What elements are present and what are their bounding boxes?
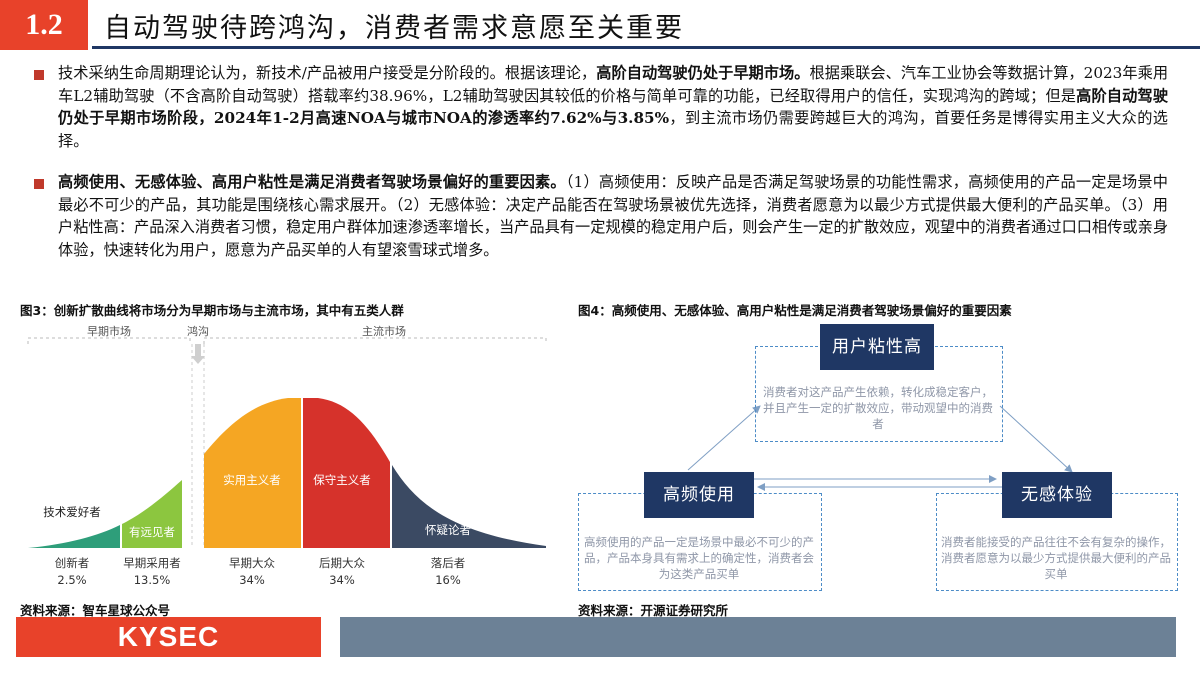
node-seamless-experience: 无感体验 <box>1002 472 1112 518</box>
footer-bar <box>340 617 1176 657</box>
group-pct: 13.5% <box>134 573 171 587</box>
figure3-source: 资料来源：智车星球公众号 <box>20 603 171 618</box>
segment-early-adopters <box>122 480 182 548</box>
top-desc-text: 消费者对这产品产生依赖，转化成稳定客户，并且产生一定的扩散效应，带动观望中的消费… <box>763 385 993 431</box>
group-label: 早期采用者 <box>123 556 181 570</box>
group-pct: 34% <box>239 573 265 587</box>
group-label: 后期大众 <box>319 556 365 570</box>
node-high-frequency: 高频使用 <box>644 472 754 518</box>
footer-brand-bar: KYSEC <box>16 617 321 657</box>
node-user-stickiness: 用户粘性高 <box>820 324 934 370</box>
segment-name: 技术爱好者 <box>43 505 101 519</box>
segment-name: 保守主义者 <box>313 473 371 487</box>
segment-name: 实用主义者 <box>223 473 281 487</box>
kysec-logo: KYSEC <box>117 621 220 652</box>
segment-early-majority <box>204 398 301 548</box>
factor-diagram-connectors <box>687 405 1073 491</box>
segment-late-majority <box>303 398 390 548</box>
main-market-label: 主流市场 <box>362 324 406 338</box>
header-divider <box>92 46 1200 49</box>
main-market-bracket <box>203 337 547 344</box>
segment-innovators <box>28 525 120 548</box>
adoption-curve-chart: 早期市场 鸿沟 主流市场 技术爱好者 有远见者 实用主义者 保守主义者 怀疑论者… <box>27 324 547 587</box>
early-market-label: 早期市场 <box>87 324 131 338</box>
section-number: 1.2 <box>0 0 88 50</box>
bullet-square <box>34 70 44 80</box>
group-label: 创新者 <box>55 556 90 570</box>
segment-laggards <box>392 465 546 548</box>
early-market-bracket <box>27 337 191 344</box>
group-pct: 16% <box>435 573 461 587</box>
bullet-square <box>34 179 44 189</box>
page-title: 自动驾驶待跨鸿沟，消费者需求意愿至关重要 <box>104 13 684 44</box>
paragraph-2: 高频使用、无感体验、高用户粘性是满足消费者驾驶场景偏好的重要因素。（1）高频使用… <box>58 173 1168 259</box>
segment-name: 怀疑论者 <box>425 523 471 537</box>
left-desc-text: 高频使用的产品一定是场景中最必不可少的产品，产品本身具有需求上的确定性，消费者会… <box>584 535 814 581</box>
group-label: 早期大众 <box>229 556 275 570</box>
segment-name: 有远见者 <box>129 525 175 539</box>
chasm-label: 鸿沟 <box>187 324 209 338</box>
arrow-top-to-right <box>999 405 1073 473</box>
chasm-arrow-icon <box>191 344 205 364</box>
paragraph-1: 技术采纳生命周期理论认为，新技术/产品被用户接受是分阶段的。根据该理论，高阶自动… <box>58 64 1169 150</box>
figure3-caption: 图3：创新扩散曲线将市场分为早期市场与主流市场，其中有五类人群 <box>20 303 404 318</box>
group-pct: 2.5% <box>57 573 86 587</box>
arrow-left-to-top <box>687 405 761 471</box>
group-pct: 34% <box>329 573 355 587</box>
group-label: 落后者 <box>431 556 466 570</box>
figure4-caption: 图4：高频使用、无感体验、高用户粘性是满足消费者驾驶场景偏好的重要因素 <box>578 303 1012 318</box>
right-desc-text: 消费者能接受的产品往往不会有复杂的操作，消费者愿意为以最少方式提供最大便利的产品… <box>941 535 1171 581</box>
figure4-source: 资料来源：开源证券研究所 <box>578 603 729 618</box>
